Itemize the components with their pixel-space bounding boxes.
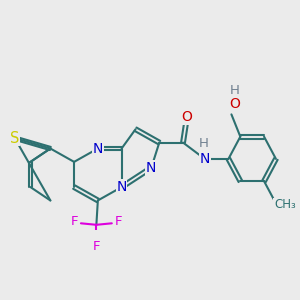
Text: F: F — [93, 240, 100, 253]
Text: H: H — [230, 83, 239, 97]
Text: O: O — [182, 110, 192, 124]
Text: H: H — [199, 137, 209, 150]
Text: N: N — [146, 161, 157, 175]
Text: N: N — [93, 142, 103, 155]
Text: S: S — [10, 130, 20, 146]
Text: F: F — [71, 215, 78, 228]
Text: F: F — [115, 215, 122, 228]
Text: O: O — [229, 97, 240, 111]
Text: N: N — [200, 152, 210, 166]
Text: N: N — [116, 180, 127, 194]
Text: CH₃: CH₃ — [274, 198, 296, 212]
